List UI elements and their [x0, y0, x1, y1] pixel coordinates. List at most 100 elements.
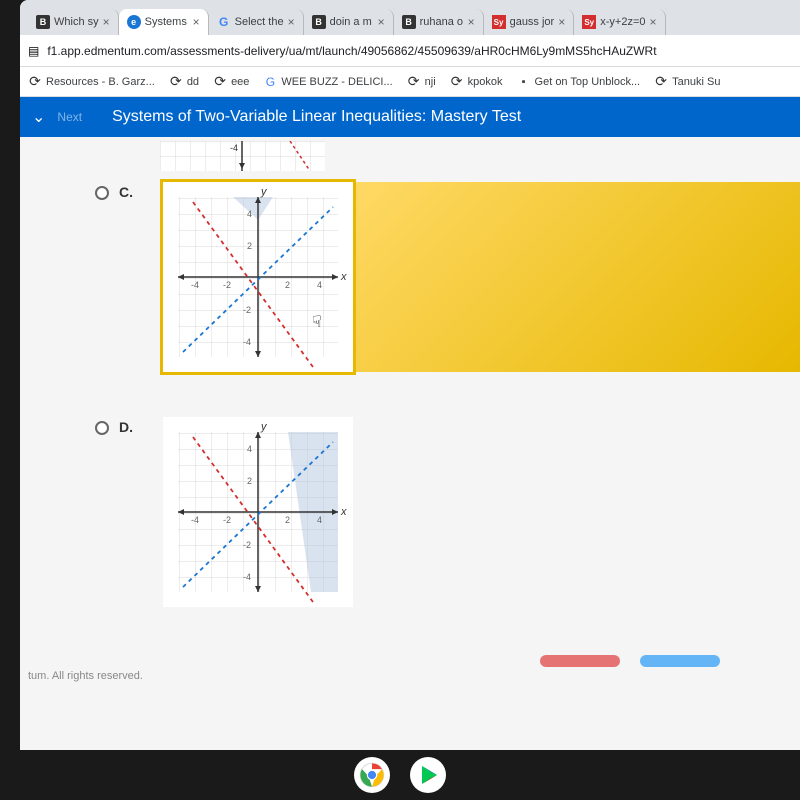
favicon: Sy [582, 15, 596, 29]
svg-text:x: x [340, 506, 347, 518]
bookmark-label: WEE BUZZ - DELICI... [281, 76, 392, 88]
bookmark-icon: ⟳ [407, 75, 421, 89]
next-button[interactable]: Next [57, 110, 82, 124]
favicon: e [127, 15, 141, 29]
svg-text:2: 2 [285, 280, 290, 290]
bookmark-item[interactable]: ⟳ nji [407, 75, 436, 89]
bookmark-icon: G [263, 75, 277, 89]
svg-text:2: 2 [247, 241, 252, 251]
option-d-label: D. [119, 419, 133, 435]
tab-title: Which sy [54, 16, 99, 28]
bookmark-item[interactable]: ⟳ Tanuki Su [654, 75, 720, 89]
address-bar[interactable]: ▤ f1.app.edmentum.com/assessments-delive… [20, 35, 800, 67]
content-area: -4 C. [20, 137, 800, 777]
bookmark-icon: ⟳ [213, 75, 227, 89]
bookmark-label: dd [187, 76, 199, 88]
svg-text:4: 4 [317, 515, 322, 525]
bookmark-icon: ⟳ [450, 75, 464, 89]
cursor-icon: ☟ [312, 312, 322, 332]
bookmarks-bar: ⟳ Resources - B. Garz... ⟳ dd ⟳ eee G WE… [20, 67, 800, 97]
close-icon[interactable]: × [193, 15, 200, 29]
bookmark-label: kpokok [468, 76, 503, 88]
highlight-panel [350, 182, 800, 372]
svg-text:-2: -2 [223, 280, 231, 290]
svg-text:4: 4 [247, 209, 252, 219]
bookmark-label: eee [231, 76, 249, 88]
bookmark-item[interactable]: ⟳ eee [213, 75, 249, 89]
tab-5[interactable]: B ruhana o × [394, 9, 484, 35]
tab-title: Systems [145, 16, 189, 28]
tab-title: gauss jor [510, 16, 555, 28]
action-pills [540, 655, 720, 667]
option-c-label: C. [119, 184, 133, 200]
radio-d[interactable] [95, 421, 109, 435]
svg-text:-2: -2 [223, 515, 231, 525]
svg-text:-2: -2 [243, 540, 251, 550]
tab-7[interactable]: Sy x-y+2z=0 × [574, 9, 665, 35]
radio-c[interactable] [95, 186, 109, 200]
bookmark-icon: ▪ [517, 75, 531, 89]
app-header: ⌄ Next Systems of Two-Variable Linear In… [20, 97, 800, 137]
bookmark-item[interactable]: ⟳ Resources - B. Garz... [28, 75, 155, 89]
close-icon[interactable]: × [468, 15, 475, 29]
close-icon[interactable]: × [288, 15, 295, 29]
tab-title: ruhana o [420, 16, 464, 28]
pill-red[interactable] [540, 655, 620, 667]
laptop-screen: B Which sy × e Systems × G Select the × … [20, 0, 800, 780]
close-icon[interactable]: × [649, 15, 656, 29]
svg-text:4: 4 [317, 280, 322, 290]
graph-d[interactable]: y x -4 -2 2 4 4 2 -2 -4 [163, 417, 353, 607]
close-icon[interactable]: × [103, 15, 110, 29]
bookmark-item[interactable]: ⟳ dd [169, 75, 199, 89]
graph-partial-top: -4 [160, 141, 325, 171]
site-icon: ▤ [28, 44, 39, 58]
page-title: Systems of Two-Variable Linear Inequalit… [112, 108, 521, 126]
tab-4[interactable]: B doin a m × [304, 9, 394, 35]
svg-text:-4: -4 [191, 280, 199, 290]
footer-text: tum. All rights reserved. [28, 670, 143, 682]
chevron-down-icon[interactable]: ⌄ [32, 107, 45, 127]
tab-2[interactable]: e Systems × [119, 9, 209, 35]
tab-title: doin a m [330, 16, 374, 28]
svg-text:2: 2 [285, 515, 290, 525]
favicon: B [312, 15, 326, 29]
svg-text:-4: -4 [243, 337, 251, 347]
svg-text:x: x [340, 271, 347, 283]
chrome-icon[interactable] [354, 757, 390, 793]
bookmark-label: Resources - B. Garz... [46, 76, 155, 88]
taskbar [0, 750, 800, 800]
bookmark-label: nji [425, 76, 436, 88]
svg-text:-4: -4 [243, 572, 251, 582]
tab-title: x-y+2z=0 [600, 16, 645, 28]
tab-strip: B Which sy × e Systems × G Select the × … [20, 0, 800, 35]
option-c-row: C. y x -4 -2 [95, 182, 353, 372]
option-d-row: D. y x -4 -2 [95, 417, 353, 607]
bookmark-item[interactable]: ⟳ kpokok [450, 75, 503, 89]
bookmark-label: Tanuki Su [672, 76, 720, 88]
bookmark-label: Get on Top Unblock... [535, 76, 641, 88]
pill-blue[interactable] [640, 655, 720, 667]
tab-1[interactable]: B Which sy × [28, 9, 119, 35]
bookmark-icon: ⟳ [169, 75, 183, 89]
svg-text:-2: -2 [243, 305, 251, 315]
tab-6[interactable]: Sy gauss jor × [484, 9, 575, 35]
favicon: G [217, 15, 231, 29]
bookmark-icon: ⟳ [28, 75, 42, 89]
url-text: f1.app.edmentum.com/assessments-delivery… [47, 44, 656, 58]
tab-3[interactable]: G Select the × [209, 9, 304, 35]
svg-text:2: 2 [247, 476, 252, 486]
svg-text:-4: -4 [230, 143, 238, 153]
close-icon[interactable]: × [558, 15, 565, 29]
bookmark-item[interactable]: G WEE BUZZ - DELICI... [263, 75, 392, 89]
graph-c[interactable]: y x -4 -2 2 4 4 2 -2 -4 [163, 182, 353, 372]
tab-title: Select the [235, 16, 284, 28]
close-icon[interactable]: × [378, 15, 385, 29]
svg-text:-4: -4 [191, 515, 199, 525]
bookmark-icon: ⟳ [654, 75, 668, 89]
favicon: B [36, 15, 50, 29]
play-store-icon[interactable] [410, 757, 446, 793]
svg-text:4: 4 [247, 444, 252, 454]
favicon: B [402, 15, 416, 29]
bookmark-item[interactable]: ▪ Get on Top Unblock... [517, 75, 641, 89]
favicon: Sy [492, 15, 506, 29]
